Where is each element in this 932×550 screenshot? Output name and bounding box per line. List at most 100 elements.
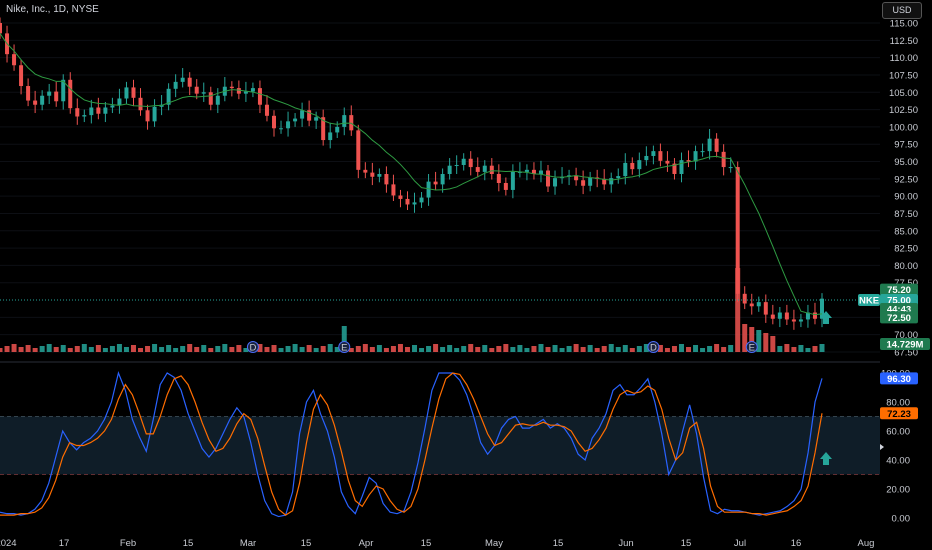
volume-bar bbox=[123, 347, 129, 352]
event-marker bbox=[246, 341, 259, 353]
price-tag-countdown: 44:43 bbox=[887, 305, 911, 316]
candle-body bbox=[482, 165, 487, 172]
volume-bar bbox=[678, 344, 684, 352]
candle-body bbox=[538, 170, 543, 174]
stoch-rsi-line bbox=[0, 372, 823, 516]
candle-body bbox=[124, 87, 129, 99]
price-tick-label: 102.50 bbox=[889, 105, 918, 116]
volume-bar bbox=[299, 347, 305, 352]
candle-body bbox=[461, 158, 466, 165]
volume-bar bbox=[341, 326, 347, 352]
volume-bar bbox=[517, 345, 523, 352]
volume-bar bbox=[728, 345, 734, 352]
volume-bar bbox=[798, 345, 804, 352]
volume-bar bbox=[454, 348, 460, 352]
volume-bar bbox=[81, 344, 87, 352]
price-tick-label: 95.00 bbox=[894, 157, 918, 168]
candle-body bbox=[770, 314, 775, 319]
currency-button[interactable]: USD bbox=[882, 2, 922, 19]
volume-bar bbox=[257, 344, 263, 352]
price-tick-label: 87.50 bbox=[894, 209, 918, 220]
volume-bar bbox=[594, 348, 600, 352]
rsi-d-tag: 72.23 bbox=[887, 409, 911, 420]
price-tag-low: 72.50 bbox=[887, 313, 911, 324]
candle-body bbox=[110, 105, 115, 108]
price-tick-label: 80.00 bbox=[894, 261, 918, 272]
candle-body bbox=[616, 176, 621, 179]
candle-body bbox=[0, 23, 2, 34]
volume-bar bbox=[657, 345, 663, 352]
candle-body bbox=[103, 107, 108, 114]
candle-body bbox=[152, 106, 157, 122]
price-tick-label: 112.50 bbox=[890, 36, 918, 47]
volume-bar bbox=[419, 348, 425, 352]
volume-bar bbox=[643, 344, 649, 352]
volume-bar bbox=[88, 347, 94, 352]
price-tick-label: 97.50 bbox=[894, 140, 918, 151]
candle-body bbox=[272, 115, 276, 129]
candle-body bbox=[574, 175, 579, 181]
candle-body bbox=[812, 312, 817, 319]
candle-body bbox=[229, 86, 234, 89]
candle-body bbox=[173, 81, 178, 89]
volume-bar bbox=[130, 345, 136, 352]
volume-bar bbox=[278, 348, 284, 352]
candle-body bbox=[749, 303, 754, 307]
candle-body bbox=[784, 312, 789, 320]
candle-body bbox=[700, 151, 705, 153]
candle-body bbox=[454, 164, 459, 166]
rsi-k-tag-bg bbox=[880, 372, 918, 385]
candle-body bbox=[433, 181, 438, 185]
volume-bar bbox=[362, 344, 368, 352]
rsi-k-tag: 96.30 bbox=[887, 374, 911, 385]
candle-body bbox=[328, 132, 333, 141]
candle-body bbox=[363, 169, 368, 173]
volume-bar bbox=[552, 345, 558, 352]
volume-bar bbox=[580, 347, 586, 352]
time-tick-label: 17 bbox=[59, 538, 70, 549]
volume-bar bbox=[404, 347, 410, 352]
volume-bar bbox=[482, 345, 488, 352]
candle-body bbox=[377, 173, 382, 177]
volume-bar bbox=[334, 347, 340, 352]
candle-body bbox=[728, 167, 733, 169]
candle-body bbox=[426, 181, 431, 198]
volume-tag-bg bbox=[880, 338, 930, 350]
pane-pointer-icon bbox=[880, 444, 884, 450]
volume-bar bbox=[475, 347, 481, 352]
candle-body bbox=[546, 170, 550, 187]
rsi-band bbox=[0, 416, 880, 475]
volume-bar bbox=[397, 344, 403, 352]
stoch-rsi-line bbox=[0, 371, 823, 518]
candle-body bbox=[503, 182, 508, 190]
candle-body bbox=[468, 158, 473, 168]
candle-body bbox=[658, 151, 663, 161]
candle-body bbox=[194, 86, 199, 94]
volume-bar bbox=[180, 346, 186, 352]
candle-body bbox=[489, 165, 494, 174]
candle-body bbox=[805, 312, 810, 320]
volume-bar bbox=[524, 348, 530, 352]
candle-body bbox=[96, 107, 101, 114]
volume-bar bbox=[4, 346, 10, 352]
time-tick-label: 16 bbox=[791, 538, 802, 549]
volume-bar bbox=[320, 346, 326, 352]
price-tag-high-bg bbox=[880, 283, 918, 296]
candle-body bbox=[791, 319, 796, 322]
volume-bar bbox=[531, 346, 537, 352]
volume-bar bbox=[777, 346, 783, 352]
candle-body bbox=[735, 167, 740, 294]
volume-bar bbox=[306, 345, 312, 352]
candle-body bbox=[637, 160, 642, 170]
time-tick-label: Jul bbox=[734, 538, 746, 549]
volume-bar bbox=[109, 346, 115, 352]
chart-title: Nike, Inc., 1D, NYSE bbox=[6, 4, 99, 15]
volume-bar bbox=[573, 344, 579, 352]
volume-bar bbox=[426, 346, 432, 352]
volume-bar bbox=[376, 345, 382, 352]
candle-body bbox=[138, 97, 143, 111]
volume-bar bbox=[369, 347, 375, 352]
candle-body bbox=[145, 110, 150, 122]
